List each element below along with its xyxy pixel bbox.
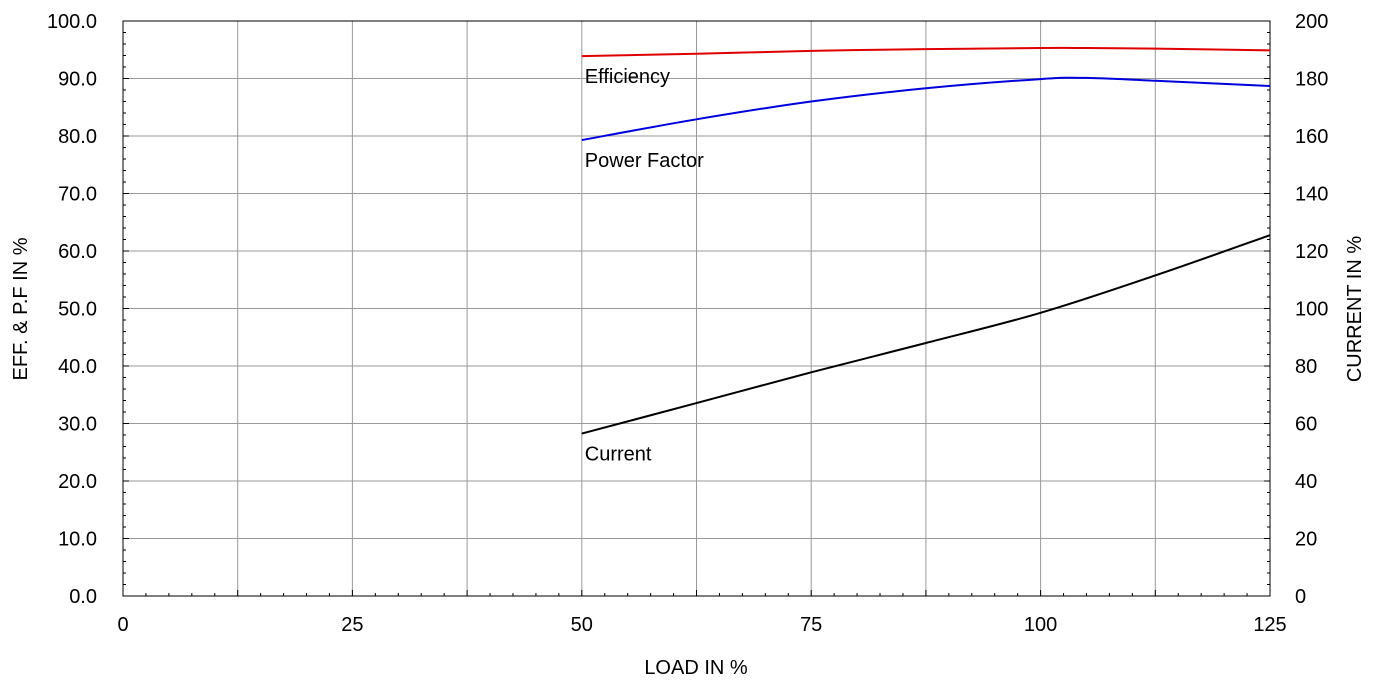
- y-right-axis-title: CURRENT IN %: [1344, 236, 1366, 383]
- y-left-tick-label: 50.0: [58, 299, 97, 321]
- y-right-tick-label: 180: [1295, 69, 1328, 91]
- y-left-tick-label: 0.0: [69, 586, 97, 608]
- y-right-tick-label: 40: [1295, 471, 1317, 493]
- y-right-tick-label: 20: [1295, 529, 1317, 551]
- efficiency-line: [581, 46, 1271, 58]
- y-right-tick-label: 80: [1295, 356, 1317, 378]
- y-left-tick-label: 80.0: [58, 126, 97, 148]
- efficiency-label: Efficiency: [585, 66, 670, 88]
- y-left-tick-label: 20.0: [58, 471, 97, 493]
- power-factor-line: [581, 76, 1271, 142]
- x-tick-labels: 0 25 50 75 100 125: [117, 614, 1286, 636]
- y-right-tick-label: 200: [1295, 11, 1328, 33]
- x-tick-label: 0: [117, 614, 128, 636]
- y-right-tick-label: 140: [1295, 184, 1328, 206]
- power-factor-label: Power Factor: [585, 150, 704, 172]
- x-tick-label: 50: [571, 614, 593, 636]
- x-tick-label: 25: [341, 614, 363, 636]
- y-left-tick-label: 60.0: [58, 241, 97, 263]
- y-left-axis-title: EFF. & P.F IN %: [10, 237, 32, 380]
- y-right-tick-label: 0: [1295, 586, 1306, 608]
- y-right-tick-label: 100: [1295, 299, 1328, 321]
- y-left-tick-label: 30.0: [58, 414, 97, 436]
- y-left-tick-label: 10.0: [58, 529, 97, 551]
- series-labels: Efficiency Power Factor Current: [585, 66, 704, 465]
- y-left-tick-label: 100.0: [47, 11, 97, 33]
- y-left-tick-labels: 0.0 10.0 20.0 30.0 40.0 50.0 60.0 70.0 80.0 90.0 1…: [47, 11, 97, 608]
- series-lines: [581, 46, 1271, 435]
- y-left-tick-label: 40.0: [58, 356, 97, 378]
- current-label: Current: [585, 444, 652, 466]
- grid-major: [123, 21, 1270, 596]
- y-left-tick-label: 70.0: [58, 184, 97, 206]
- x-tick-label: 125: [1253, 614, 1286, 636]
- axis-ticks: [122, 20, 1271, 597]
- current-line: [581, 234, 1271, 435]
- x-tick-label: 75: [800, 614, 822, 636]
- y-left-tick-label: 90.0: [58, 69, 97, 91]
- x-axis-title: LOAD IN %: [644, 657, 748, 679]
- x-tick-label: 100: [1024, 614, 1057, 636]
- y-right-tick-labels: 0 20 40 60 80 100 120 140 160 180 200: [1295, 11, 1328, 608]
- y-right-tick-label: 160: [1295, 126, 1328, 148]
- y-right-tick-label: 120: [1295, 241, 1328, 263]
- y-right-tick-label: 60: [1295, 414, 1317, 436]
